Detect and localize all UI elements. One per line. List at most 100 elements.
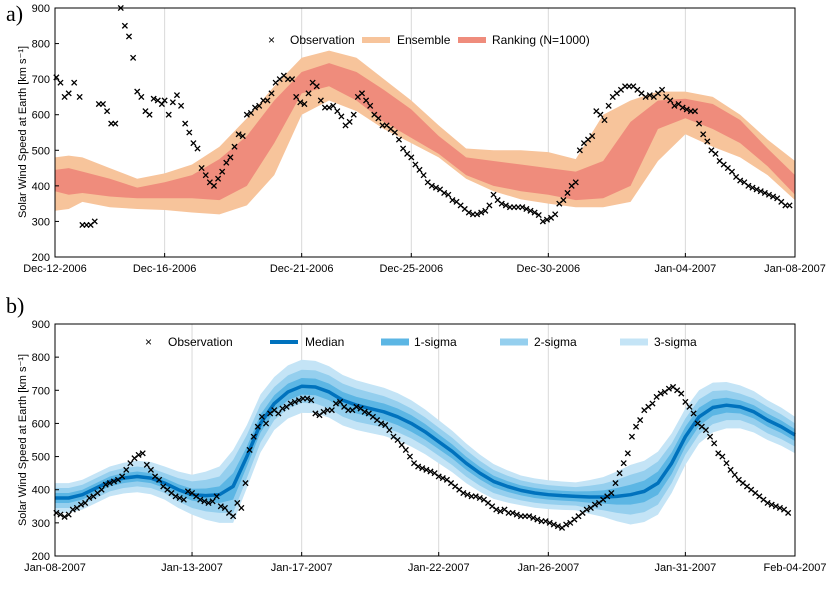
observation-marker bbox=[190, 140, 197, 147]
panel-a-label: a) bbox=[6, 1, 23, 26]
observation-marker bbox=[683, 106, 690, 113]
x-tick-label: Jan-04-2007 bbox=[654, 263, 716, 275]
observation-marker bbox=[293, 93, 300, 100]
observation-marker bbox=[194, 145, 201, 152]
observation-marker bbox=[121, 22, 128, 29]
observation-marker bbox=[256, 102, 263, 109]
observation-marker bbox=[305, 90, 312, 97]
observation-marker bbox=[57, 511, 64, 518]
x-tick-label: Dec-16-2006 bbox=[133, 263, 197, 275]
observation-marker bbox=[161, 97, 168, 104]
panel-a-ylabel: Solar Wind Speed at Earth [km s⁻¹] bbox=[17, 46, 29, 218]
observation-marker bbox=[753, 186, 760, 193]
observation-marker bbox=[624, 450, 631, 457]
observation-marker bbox=[98, 486, 105, 493]
observation-marker bbox=[217, 503, 224, 510]
observation-marker bbox=[770, 193, 777, 200]
panel-a-axes-box bbox=[54, 7, 796, 258]
observation-marker bbox=[135, 451, 142, 458]
y-tick-label: 400 bbox=[32, 181, 50, 193]
observation-marker bbox=[386, 426, 393, 434]
observation-marker bbox=[445, 191, 452, 198]
observation-marker bbox=[143, 461, 150, 468]
observation-marker bbox=[106, 480, 113, 487]
y-tick-label: 700 bbox=[32, 74, 50, 86]
observation-marker bbox=[554, 523, 561, 530]
observation-marker bbox=[180, 496, 187, 503]
legend-s3-label: 3-sigma bbox=[654, 335, 697, 349]
observation-marker bbox=[460, 489, 467, 497]
observation-marker bbox=[82, 499, 89, 507]
observation-marker bbox=[400, 145, 407, 152]
observation-marker bbox=[786, 202, 793, 209]
observation-marker bbox=[513, 511, 520, 518]
observation-marker bbox=[646, 92, 653, 99]
observation-marker bbox=[719, 453, 726, 460]
median-line bbox=[55, 384, 796, 500]
observation-marker bbox=[297, 99, 304, 106]
observation-marker bbox=[546, 519, 553, 526]
observation-marker bbox=[785, 509, 792, 516]
x-tick-label: Jan-13-2007 bbox=[161, 562, 223, 574]
observation-marker bbox=[519, 204, 526, 211]
legend-ranking-label: Ranking (N=1000) bbox=[492, 33, 590, 47]
x-tick-label: Feb-04-2007 bbox=[764, 562, 827, 574]
observation-marker bbox=[526, 513, 533, 520]
y-tick-label: 300 bbox=[32, 518, 50, 530]
observation-marker bbox=[691, 108, 699, 115]
observation-marker bbox=[346, 118, 353, 125]
y-tick-label: 600 bbox=[32, 418, 50, 430]
observation-marker bbox=[186, 129, 193, 136]
y-tick-label: 800 bbox=[32, 39, 50, 51]
observation-marker bbox=[262, 420, 270, 427]
legend-ensemble-label: Ensemble bbox=[397, 33, 451, 47]
x-tick-label: Jan-08-2007 bbox=[24, 562, 86, 574]
observation-marker bbox=[550, 521, 557, 528]
observation-marker bbox=[205, 499, 212, 507]
observation-marker bbox=[649, 400, 656, 407]
observation-marker bbox=[632, 423, 640, 430]
observation-marker bbox=[234, 499, 241, 507]
x-tick-label: Dec-25-2006 bbox=[379, 263, 443, 275]
observation-marker bbox=[235, 131, 242, 138]
observation-marker bbox=[449, 197, 456, 204]
observation-marker bbox=[268, 90, 275, 97]
observation-marker bbox=[702, 426, 709, 434]
observation-marker bbox=[252, 104, 259, 111]
observation-marker bbox=[523, 205, 530, 213]
observation-marker bbox=[395, 136, 403, 143]
y-tick-label: 900 bbox=[32, 319, 50, 331]
observation-marker bbox=[728, 168, 736, 175]
observation-marker bbox=[326, 104, 333, 111]
y-tick-label: 500 bbox=[32, 145, 50, 157]
observation-marker bbox=[264, 97, 271, 104]
observation-marker bbox=[320, 408, 327, 415]
observation-marker bbox=[465, 209, 472, 216]
observation-marker bbox=[308, 397, 315, 404]
observation-marker bbox=[202, 172, 209, 179]
observation-marker bbox=[416, 166, 423, 173]
observation-marker bbox=[398, 441, 405, 449]
observation-marker bbox=[667, 97, 674, 104]
observation-marker bbox=[172, 493, 179, 500]
observation-marker bbox=[367, 102, 374, 109]
y-tick-label: 300 bbox=[32, 216, 50, 228]
observation-marker bbox=[486, 202, 493, 209]
observation-marker bbox=[531, 209, 538, 216]
observation-marker bbox=[428, 182, 435, 189]
observation-marker bbox=[350, 111, 357, 118]
observation-marker bbox=[601, 116, 608, 124]
observation-marker bbox=[583, 506, 590, 513]
observation-marker bbox=[497, 508, 504, 515]
observation-marker bbox=[275, 410, 282, 417]
observation-marker bbox=[332, 400, 339, 407]
observation-marker bbox=[361, 408, 368, 415]
observation-marker bbox=[197, 496, 204, 503]
observation-marker bbox=[123, 466, 130, 473]
observation-marker bbox=[230, 513, 237, 520]
observation-marker bbox=[169, 99, 176, 106]
observation-marker bbox=[134, 88, 141, 95]
observation-marker bbox=[312, 410, 319, 417]
observation-marker bbox=[313, 83, 320, 90]
observation-marker bbox=[642, 93, 649, 100]
